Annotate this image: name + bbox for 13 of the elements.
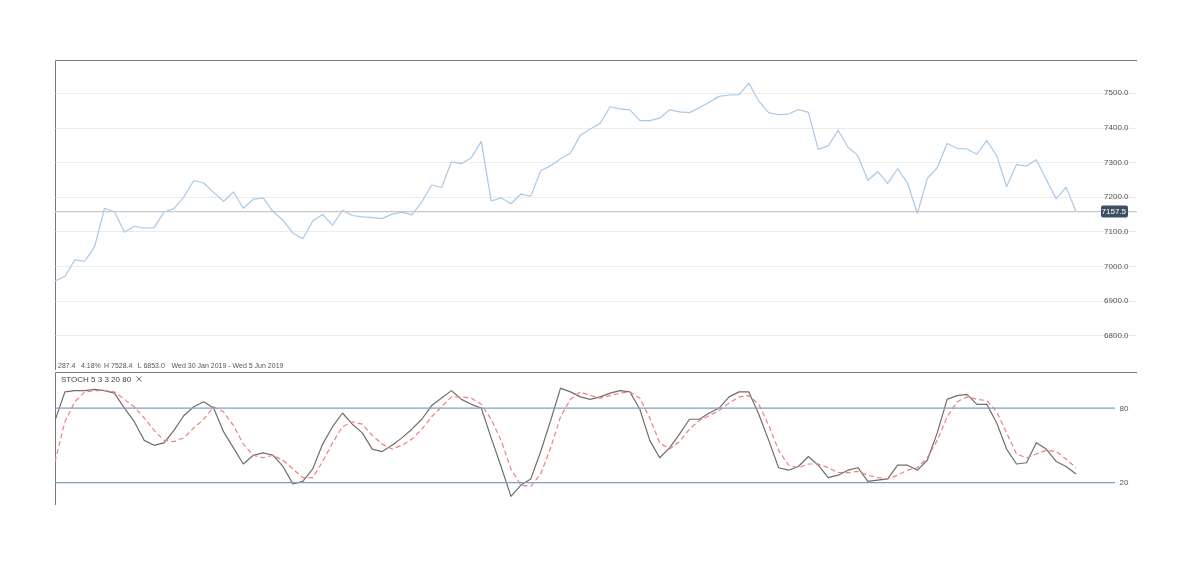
y-tick-label: 6800.0 [1104, 330, 1130, 340]
y-tick-label: 7200.0 [1104, 192, 1130, 202]
y-tick-label: 80 [1119, 403, 1130, 413]
chart-title: STOCH 5 3 3 20 80 [61, 375, 132, 384]
y-tick-label: 7000.0 [1104, 261, 1130, 271]
line-series [55, 82, 1077, 282]
ref-line-label: 7157.5 [1101, 206, 1127, 216]
y-tick-label: 7100.0 [1104, 226, 1130, 236]
y-tick-label: 20 [1119, 478, 1130, 488]
y-tick-label: 6900.0 [1104, 296, 1130, 306]
y-tick-label: 7400.0 [1104, 123, 1130, 133]
y-tick-label: 7500.0 [1104, 88, 1130, 98]
y-tick-label: 7300.0 [1104, 157, 1130, 167]
